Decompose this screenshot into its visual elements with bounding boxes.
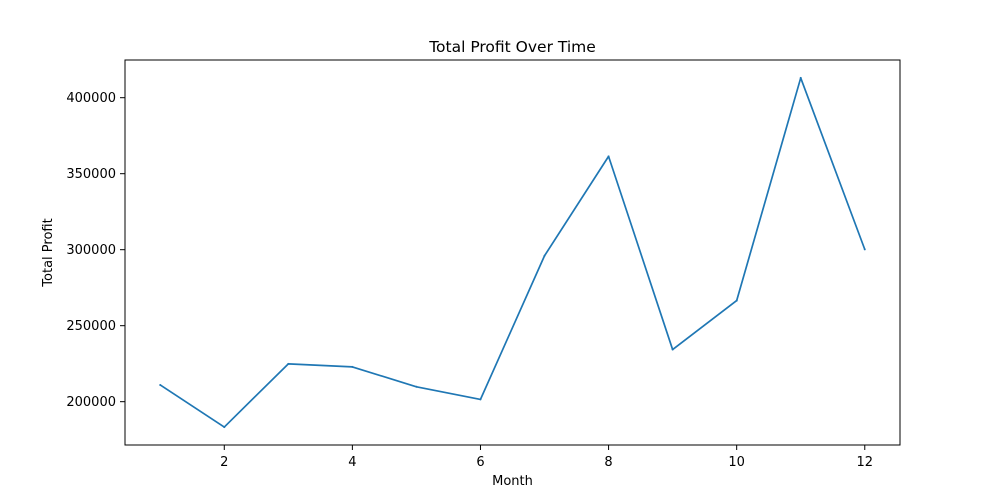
data-point-month-7 <box>543 254 546 257</box>
y-tick-label: 400000 <box>66 91 116 106</box>
x-tick-label: 2 <box>220 455 228 470</box>
x-tick-label: 12 <box>856 455 873 470</box>
series-line-total-profit <box>159 77 866 428</box>
data-point-month-6 <box>479 398 482 401</box>
data-point-month-10 <box>735 299 738 302</box>
y-axis-label: Total Profit <box>41 218 56 287</box>
data-point-month-11 <box>799 76 802 79</box>
data-point-month-4 <box>351 365 354 368</box>
data-point-month-9 <box>671 348 674 351</box>
data-point-month-12 <box>863 248 866 251</box>
x-tick-label: 10 <box>728 455 745 470</box>
plot-area-frame <box>124 59 901 446</box>
data-point-month-5 <box>415 385 418 388</box>
y-tick-label: 250000 <box>66 319 116 334</box>
chart-title: Total Profit Over Time <box>428 38 596 56</box>
data-point-month-3 <box>287 362 290 365</box>
x-axis-label: Month <box>492 474 533 489</box>
data-point-month-2 <box>223 426 226 429</box>
data-point-month-1 <box>159 383 162 386</box>
x-axis: 2 4 6 8 10 12 <box>220 445 873 470</box>
x-tick-label: 6 <box>476 455 484 470</box>
y-tick-label: 300000 <box>66 243 116 258</box>
y-tick-label: 200000 <box>66 395 116 410</box>
x-tick-label: 4 <box>348 455 356 470</box>
data-points <box>159 76 866 429</box>
x-tick-label: 8 <box>604 455 612 470</box>
data-point-month-8 <box>607 155 610 158</box>
y-axis: 200000 250000 300000 350000 400000 <box>66 91 125 410</box>
y-tick-label: 350000 <box>66 167 116 182</box>
